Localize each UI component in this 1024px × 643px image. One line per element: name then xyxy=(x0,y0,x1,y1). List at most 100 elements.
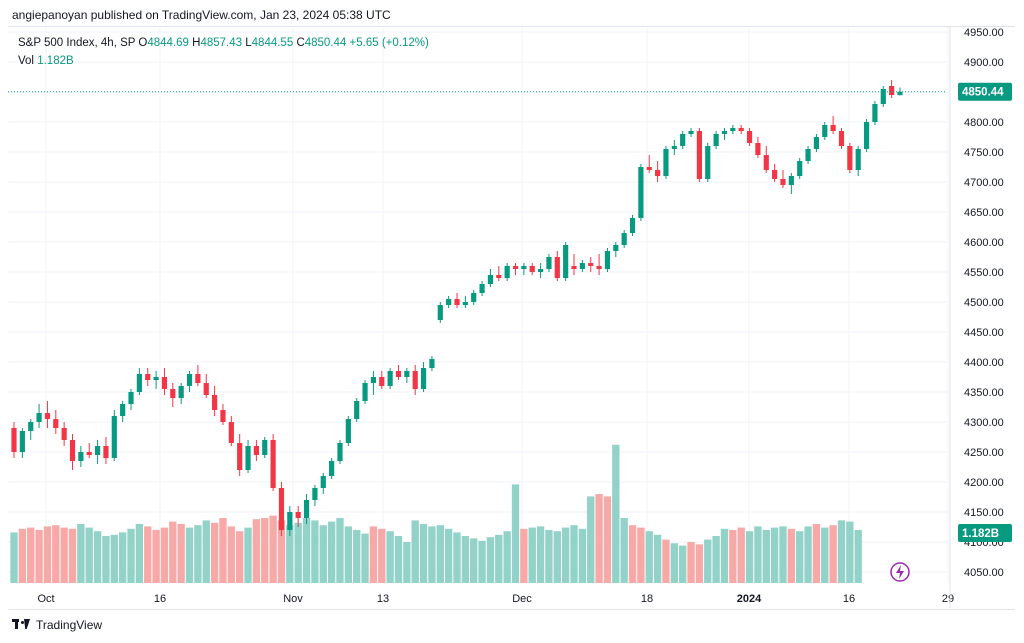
volume-bar xyxy=(68,528,77,583)
candle-body xyxy=(270,440,276,488)
volume-bar xyxy=(595,494,603,583)
candle-body xyxy=(780,179,786,185)
candle-body xyxy=(496,275,502,278)
candle-body xyxy=(312,488,318,500)
candle-body xyxy=(512,266,519,269)
volume-bar xyxy=(419,524,428,583)
volume-bar xyxy=(261,518,269,583)
candle-body xyxy=(872,104,878,122)
chart-frame xyxy=(8,26,1015,610)
candle-body xyxy=(462,302,468,305)
candle-body xyxy=(671,146,677,149)
candle-body xyxy=(454,299,460,305)
volume-bar xyxy=(829,525,837,583)
volume-bar xyxy=(653,534,662,583)
candle-body xyxy=(94,446,101,455)
candle-body xyxy=(563,245,569,278)
candle-body xyxy=(145,374,151,380)
volume-bar xyxy=(135,524,144,583)
candle-body xyxy=(329,461,335,476)
volume-bar xyxy=(60,527,68,583)
volume-bar xyxy=(495,534,503,583)
volume-bar xyxy=(520,528,528,583)
volume-bar xyxy=(670,543,678,583)
volume-value: 1.182B xyxy=(37,55,74,67)
y-tick-label: 4200.00 xyxy=(964,477,1004,489)
candle-body xyxy=(120,404,126,416)
y-tick-label: 4450.00 xyxy=(964,327,1004,339)
x-tick-label: Oct xyxy=(37,593,54,605)
candle-body xyxy=(604,251,611,269)
tradingview-logo-icon xyxy=(12,619,30,631)
candle-body xyxy=(813,137,820,149)
candle-body xyxy=(412,371,418,389)
candle-body xyxy=(713,134,719,146)
candle-body xyxy=(36,413,42,422)
volume-bar xyxy=(294,522,302,583)
candle-body xyxy=(763,155,769,170)
candle-body xyxy=(596,266,602,269)
candle-body xyxy=(86,452,92,455)
candle-body xyxy=(295,512,301,518)
candle-body xyxy=(370,377,377,383)
volume-label: Vol xyxy=(18,55,34,67)
volume-bar xyxy=(453,532,461,583)
volume-bar xyxy=(93,531,102,583)
publisher-header: angiepanoyan published on TradingView.co… xyxy=(12,8,391,22)
volume-bar xyxy=(403,542,411,583)
volume-bar xyxy=(319,525,327,583)
candle-body xyxy=(537,269,544,272)
volume-bar xyxy=(796,531,804,583)
volume-bar xyxy=(578,528,587,583)
close-value: 4850.44 xyxy=(304,37,347,49)
candle-body xyxy=(554,257,560,278)
volume-bar xyxy=(804,526,812,583)
candle-body xyxy=(746,131,753,143)
x-tick-label: Dec xyxy=(512,593,532,605)
candle-body xyxy=(345,419,351,443)
lightning-bolt-icon xyxy=(896,565,904,579)
volume-bar xyxy=(277,520,286,583)
candle-body xyxy=(178,386,184,398)
candle-body xyxy=(863,122,870,149)
candle-body xyxy=(830,125,836,131)
price-badge-bg xyxy=(958,82,1012,101)
volume-bar xyxy=(52,525,60,583)
volume-bar xyxy=(336,518,344,583)
candle-body xyxy=(278,488,285,530)
volume-bar xyxy=(269,515,277,583)
volume-bar xyxy=(311,520,319,583)
candle-body xyxy=(479,284,485,293)
volume-bar xyxy=(194,525,202,583)
candle-body xyxy=(721,131,728,134)
volume-bar xyxy=(553,531,561,583)
volume-bar xyxy=(18,528,27,583)
candle-body xyxy=(203,383,209,395)
volume-bar xyxy=(712,536,720,583)
volume-bar xyxy=(160,527,169,583)
candle-body xyxy=(822,125,828,137)
candle-body xyxy=(663,149,669,176)
candle-body xyxy=(705,146,711,179)
candle-body xyxy=(28,422,34,431)
volume-bar xyxy=(787,528,796,583)
candle-body xyxy=(11,428,17,452)
candle-body xyxy=(404,371,410,377)
volume-bar xyxy=(770,527,779,583)
volume-bar xyxy=(386,531,394,583)
y-tick-label: 4650.00 xyxy=(964,207,1004,219)
x-tick-label: 29 xyxy=(942,593,954,605)
volume-bar xyxy=(470,538,478,583)
candle-body xyxy=(638,167,644,218)
candle-body xyxy=(788,176,794,185)
volume-bar xyxy=(327,521,336,583)
x-tick-label: 18 xyxy=(641,593,653,605)
candle-body xyxy=(571,266,577,269)
y-tick-label: 4600.00 xyxy=(964,237,1004,249)
candle-body xyxy=(504,266,510,278)
candle-body xyxy=(655,170,661,176)
open-value: 4844.69 xyxy=(147,37,189,49)
candle-body xyxy=(889,86,895,95)
candle-body xyxy=(61,428,67,440)
